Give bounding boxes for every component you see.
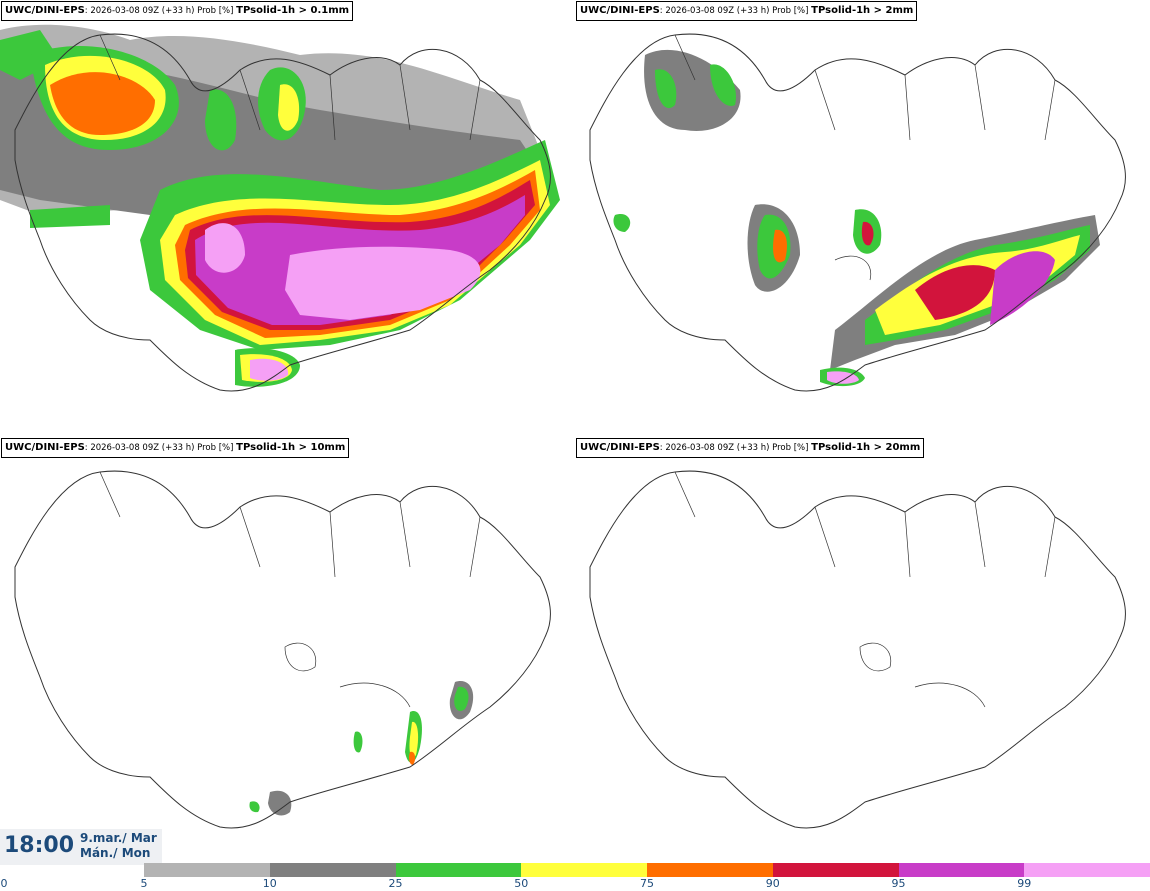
probability-colorbar	[144, 863, 1150, 877]
colorbar-segment	[1024, 863, 1150, 877]
colorbar-segment	[521, 863, 647, 877]
colorbar-segment	[772, 863, 899, 877]
colorbar-segment	[144, 863, 270, 877]
colorbar-tick-label: 25	[388, 877, 403, 890]
colorbar-tick-label: 90	[765, 877, 780, 890]
colorbar-tick-label: 50	[514, 877, 529, 890]
colorbar-tick-label: 75	[640, 877, 654, 890]
colorbar-tick-label: 95	[891, 877, 906, 890]
iceland-map	[589, 470, 1126, 829]
iceland-map	[589, 33, 1126, 392]
colorbar-tick-label: 10	[262, 877, 277, 890]
colorbar-segment	[647, 863, 773, 877]
map-panel-prob-20mm: UWC/DINI-EPS: 2026-03-08 09Z (+33 h) Pro…	[575, 437, 1150, 874]
panel-title: UWC/DINI-EPS: 2026-03-08 09Z (+33 h) Pro…	[576, 438, 925, 458]
valid-time-box: 18:00 9.mar./ Mar Mán./ Mon	[0, 829, 162, 865]
colorbar-tick-label: 99	[1017, 877, 1032, 890]
valid-date-line1: 9.mar./ Mar	[80, 831, 157, 845]
valid-date-line2: Mán./ Mon	[80, 846, 151, 860]
colorbar-tick-label: 5	[140, 877, 148, 890]
colorbar-segment	[269, 863, 396, 877]
colorbar-segment	[395, 863, 522, 877]
panel-title: UWC/DINI-EPS: 2026-03-08 09Z (+33 h) Pro…	[576, 1, 918, 21]
valid-date: 9.mar./ Mar Mán./ Mon	[80, 831, 157, 861]
panel-title: UWC/DINI-EPS: 2026-03-08 09Z (+33 h) Pro…	[1, 1, 354, 21]
iceland-map	[14, 470, 551, 829]
map-panel-prob-0.1mm: UWC/DINI-EPS: 2026-03-08 09Z (+33 h) Pro…	[0, 0, 575, 437]
colorbar-tick-label: 0	[0, 877, 8, 890]
map-panel-prob-2mm: UWC/DINI-EPS: 2026-03-08 09Z (+33 h) Pro…	[575, 0, 1150, 437]
map-panel-prob-10mm: UWC/DINI-EPS: 2026-03-08 09Z (+33 h) Pro…	[0, 437, 575, 874]
panel-title: UWC/DINI-EPS: 2026-03-08 09Z (+33 h) Pro…	[1, 438, 350, 458]
iceland-map	[0, 24, 560, 392]
colorbar-segment	[898, 863, 1025, 877]
valid-time: 18:00	[4, 833, 75, 858]
